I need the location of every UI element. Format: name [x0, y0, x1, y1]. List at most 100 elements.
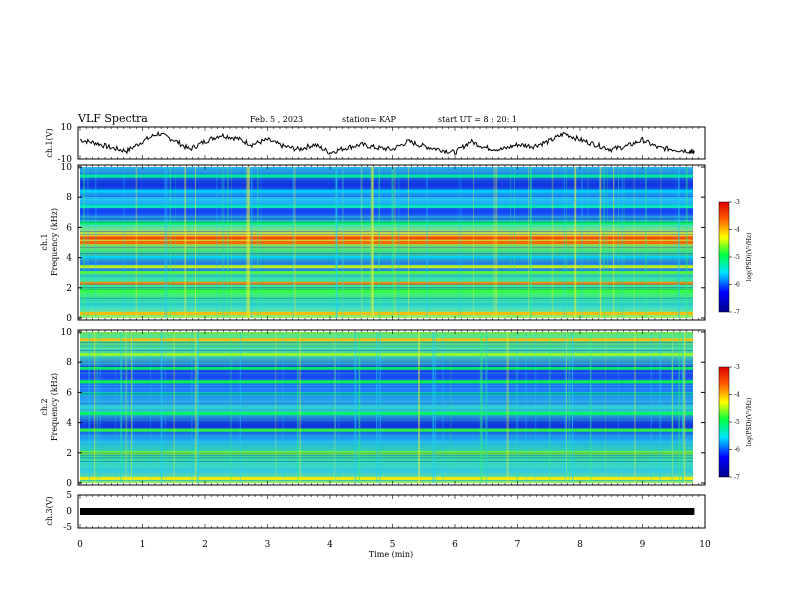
time-streak-24 — [458, 167, 460, 318]
time-streak-9 — [671, 332, 673, 483]
freq-tick-label-0: 0 — [66, 479, 72, 489]
texture-line-17 — [80, 197, 693, 198]
spectral-band-7 — [80, 236, 693, 240]
ch2-time-streaks — [84, 332, 686, 483]
time-streak-48 — [338, 332, 340, 483]
time-streak-49 — [195, 167, 196, 318]
texture-line-31 — [80, 300, 693, 301]
time-streak-0 — [659, 332, 662, 483]
time-tick-label-1: 1 — [140, 540, 146, 550]
time-streak-40 — [99, 332, 102, 483]
texture-line-12 — [80, 462, 693, 464]
time-streak-30 — [450, 332, 452, 483]
texture-line-11 — [80, 366, 693, 367]
freq-tick-label-2: 4 — [66, 254, 72, 264]
ch2-spectrogram-panel: 0 2 4 6 8 10 ch.2 Frequency (kHz) — [40, 328, 706, 489]
time-streak-53 — [481, 332, 483, 483]
cb-tick-label-1: -4 — [734, 392, 740, 399]
time-streak-23 — [223, 167, 225, 318]
time-streak-11 — [426, 167, 428, 318]
time-streak-16 — [528, 167, 529, 318]
time-streak-33 — [115, 332, 116, 483]
time-streak-20 — [257, 167, 259, 318]
freq-tick-label-5: 10 — [61, 328, 73, 338]
time-streak-51 — [682, 332, 684, 483]
ch2-spectral-bands — [80, 334, 693, 481]
time-streak-37 — [125, 332, 127, 483]
time-streak-8 — [375, 332, 378, 483]
texture-line-37 — [80, 336, 693, 338]
time-streak-9 — [551, 167, 554, 318]
ch1-frequency-ticks: 0 2 4 6 8 10 — [61, 163, 705, 324]
texture-line-34 — [80, 283, 693, 285]
freq-tick-label-4: 8 — [66, 193, 72, 203]
spectral-band-10 — [80, 189, 693, 193]
freq-tick-label-3: 6 — [66, 388, 72, 398]
time-streak-55 — [239, 332, 241, 483]
time-streak-31 — [216, 167, 218, 318]
texture-line-24 — [80, 441, 693, 443]
ch1-voltage-panel: 10 -10 ch.1(V) — [45, 123, 706, 165]
time-streak-50 — [123, 167, 125, 318]
texture-line-26 — [80, 480, 693, 481]
spectral-band-5 — [80, 380, 693, 384]
time-tick-label-0: 0 — [77, 540, 83, 550]
texture-line-1 — [80, 409, 693, 411]
time-streak-28 — [679, 332, 681, 483]
time-streak-65 — [633, 167, 635, 318]
time-axis-label: Time (min) — [369, 550, 413, 559]
texture-line-38 — [80, 384, 693, 386]
spectral-band-8 — [80, 221, 693, 225]
texture-line-8 — [80, 387, 693, 389]
texture-line-27 — [80, 461, 693, 462]
ch1-voltage-frame — [77, 126, 706, 160]
time-streak-34 — [371, 167, 373, 318]
time-tick-label-10: 10 — [699, 540, 711, 550]
time-streak-28 — [514, 167, 515, 318]
time-streak-27 — [84, 332, 86, 483]
time-streak-2 — [391, 167, 394, 318]
time-tick-label-7: 7 — [515, 540, 521, 550]
texture-line-36 — [80, 218, 693, 220]
texture-line-7 — [80, 350, 693, 351]
time-streak-68 — [260, 167, 262, 318]
time-tick-label-2: 2 — [202, 540, 208, 550]
ch2-colorbar-gradient — [718, 366, 730, 478]
texture-line-26 — [80, 299, 693, 301]
spectral-band-9 — [80, 204, 693, 208]
texture-line-12 — [80, 170, 693, 172]
time-streak-38 — [529, 167, 532, 318]
texture-line-9 — [80, 366, 693, 367]
time-streak-62 — [379, 332, 381, 483]
time-streak-12 — [358, 332, 361, 483]
cb-tick-label-0: -3 — [734, 199, 740, 206]
texture-line-6 — [80, 405, 693, 407]
texture-line-22 — [80, 393, 693, 394]
texture-line-18 — [80, 407, 693, 409]
cb-tick-label-2: -5 — [734, 419, 740, 426]
texture-line-10 — [80, 170, 693, 171]
freq-tick-label-2: 4 — [66, 419, 72, 429]
time-streak-36 — [587, 167, 589, 318]
spectral-band-4 — [80, 392, 693, 396]
ch1-ytick-bottom: -10 — [58, 155, 73, 165]
texture-line-20 — [80, 246, 693, 248]
texture-line-32 — [80, 454, 693, 456]
texture-line-28 — [80, 234, 693, 236]
time-streak-32 — [393, 167, 396, 318]
time-streak-5 — [493, 167, 495, 318]
spectral-band-3 — [80, 271, 693, 275]
spectral-band-1 — [80, 289, 693, 293]
texture-line-2 — [80, 334, 693, 336]
texture-line-13 — [80, 363, 693, 364]
texture-line-29 — [80, 202, 693, 204]
ch1-channel-label: ch.1 — [40, 233, 49, 250]
texture-line-17 — [80, 427, 693, 429]
time-streak-57 — [282, 332, 284, 483]
time-streak-68 — [335, 332, 337, 483]
ch2-channel-label: ch.2 — [40, 398, 49, 415]
texture-line-27 — [80, 253, 693, 254]
texture-line-4 — [80, 210, 693, 212]
time-streak-41 — [434, 332, 437, 483]
